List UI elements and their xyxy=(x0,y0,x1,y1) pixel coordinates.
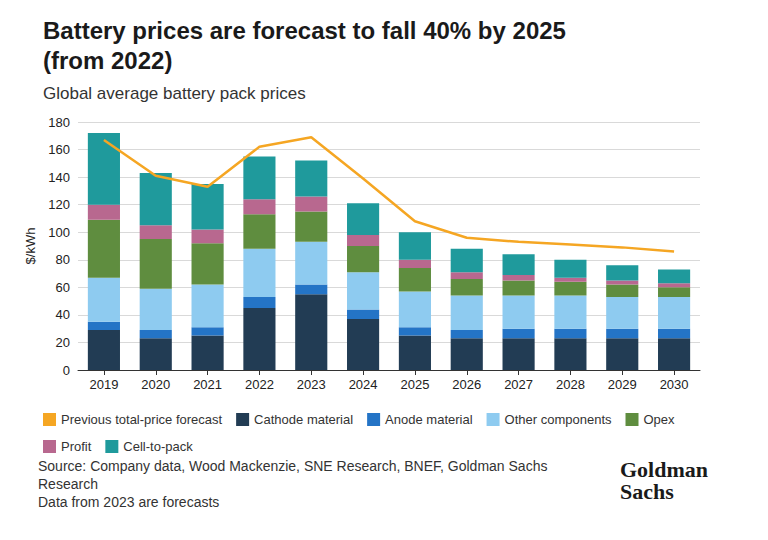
svg-text:Data from 2023 are forecasts: Data from 2023 are forecasts xyxy=(38,494,219,510)
svg-text:0: 0 xyxy=(63,363,70,378)
svg-text:160: 160 xyxy=(48,142,70,157)
svg-text:120: 120 xyxy=(48,197,70,212)
svg-text:80: 80 xyxy=(56,252,70,267)
svg-text:2029: 2029 xyxy=(608,377,637,392)
svg-text:Cell-to-pack: Cell-to-pack xyxy=(123,439,193,454)
svg-text:Battery prices are forecast to: Battery prices are forecast to fall 40% … xyxy=(43,17,566,44)
svg-text:2023: 2023 xyxy=(297,377,326,392)
svg-text:2028: 2028 xyxy=(556,377,585,392)
svg-text:180: 180 xyxy=(48,115,70,130)
svg-text:Goldman: Goldman xyxy=(620,456,708,482)
svg-text:$/kWh: $/kWh xyxy=(23,228,38,265)
svg-text:Anode material: Anode material xyxy=(385,412,473,427)
svg-text:100: 100 xyxy=(48,225,70,240)
svg-text:(from 2022): (from 2022) xyxy=(43,47,172,74)
svg-text:Cathode material: Cathode material xyxy=(254,412,353,427)
svg-text:140: 140 xyxy=(48,170,70,185)
svg-text:2020: 2020 xyxy=(141,377,170,392)
svg-text:2027: 2027 xyxy=(504,377,533,392)
svg-text:Profit: Profit xyxy=(61,439,92,454)
svg-text:Sachs: Sachs xyxy=(620,479,674,504)
svg-text:Global average battery pack pr: Global average battery pack prices xyxy=(43,84,306,103)
svg-text:40: 40 xyxy=(56,307,70,322)
svg-text:2019: 2019 xyxy=(89,377,118,392)
svg-text:60: 60 xyxy=(56,280,70,295)
svg-text:2022: 2022 xyxy=(245,377,274,392)
svg-text:Other components: Other components xyxy=(505,412,612,427)
svg-text:Source: Company data, Wood Mac: Source: Company data, Wood Mackenzie, SN… xyxy=(38,458,551,474)
svg-text:Opex: Opex xyxy=(644,412,676,427)
svg-text:2030: 2030 xyxy=(660,377,689,392)
svg-text:20: 20 xyxy=(56,335,70,350)
svg-text:2024: 2024 xyxy=(349,377,378,392)
svg-text:2021: 2021 xyxy=(193,377,222,392)
svg-text:2025: 2025 xyxy=(400,377,429,392)
svg-text:2026: 2026 xyxy=(452,377,481,392)
svg-text:Research: Research xyxy=(38,476,98,492)
svg-text:Previous total-price forecast: Previous total-price forecast xyxy=(61,412,223,427)
